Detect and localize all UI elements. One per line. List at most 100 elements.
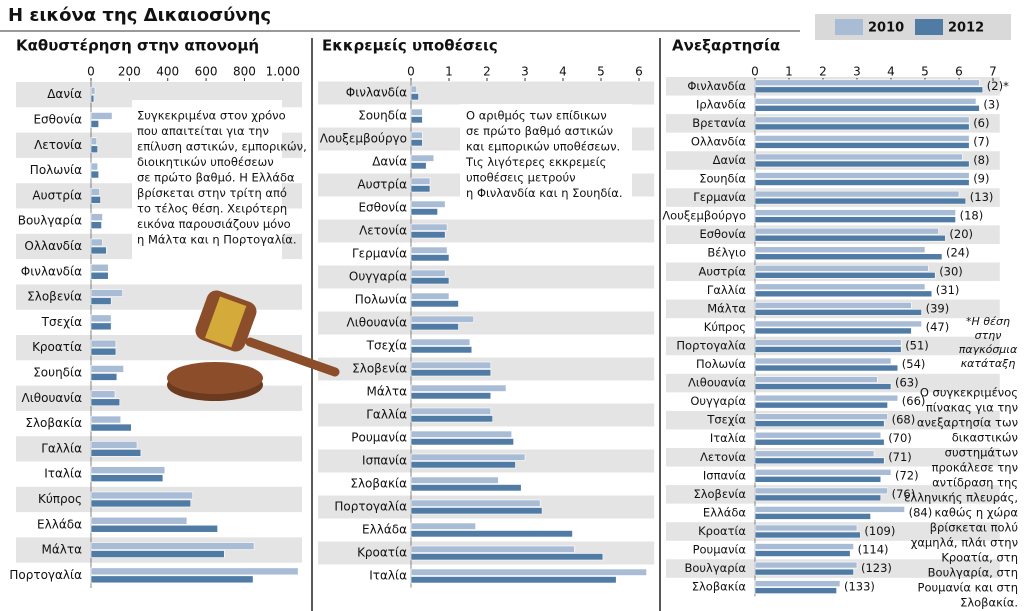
bar — [90, 263, 109, 272]
x-tick-label: 0 — [751, 65, 759, 79]
note-line: το τέλος θέση. Χειρότερη — [137, 202, 287, 216]
footnote-line: παγκόσμια — [959, 343, 1018, 356]
category-label: Εσθονία — [33, 112, 82, 126]
category-label: Εσθονία — [358, 201, 407, 215]
category-label: Ιρλανδία — [696, 97, 746, 111]
bar — [410, 384, 507, 392]
category-label: Πορτογαλία — [9, 568, 82, 582]
row-band — [318, 403, 655, 427]
note-line: ελληνικής πλευράς, — [904, 491, 1018, 505]
category-label: Ρουμανία — [693, 543, 747, 557]
note-line: διοικητικών υποθέσεων — [137, 155, 274, 169]
bar — [410, 369, 492, 377]
note-line: η Μάλτα και η Πορτογαλία. — [137, 233, 297, 247]
bar — [754, 172, 970, 179]
category-label: Πολωνία — [696, 357, 746, 371]
category-label: Λετονία — [700, 450, 746, 464]
bar — [754, 116, 970, 124]
category-label: Βουλγαρία — [684, 561, 746, 575]
note-box — [460, 104, 632, 204]
bar — [410, 300, 459, 308]
category-label: Γαλλία — [707, 283, 746, 297]
bar — [754, 364, 899, 372]
bar — [90, 112, 113, 120]
note-line: προκάλεσε την — [932, 461, 1018, 475]
bar — [90, 314, 112, 323]
category-label: Ισπανία — [703, 468, 746, 482]
bar — [410, 438, 514, 446]
category-label: Λιθουανία — [22, 391, 83, 405]
legend-swatch — [835, 19, 863, 35]
bar — [90, 423, 132, 432]
bar — [90, 94, 95, 103]
bar — [90, 466, 166, 474]
rank-label: (114) — [858, 543, 889, 557]
note-line: που απαιτείται για την — [137, 124, 269, 138]
row-band — [318, 449, 655, 473]
row-band — [318, 81, 655, 105]
bar — [754, 179, 970, 186]
bar — [754, 160, 970, 168]
note-line: η Φινλανδία και η Σουηδία. — [466, 186, 623, 200]
note-box — [132, 100, 282, 260]
bar — [90, 390, 116, 399]
rank-label: (51) — [905, 338, 929, 352]
bar — [410, 476, 499, 484]
rank-label: (72) — [895, 468, 919, 482]
bar — [754, 271, 936, 279]
row-band — [666, 559, 1000, 578]
category-label: Γερμανία — [352, 247, 407, 261]
rank-label: (30) — [939, 264, 963, 278]
bar — [754, 135, 970, 142]
bar — [410, 346, 473, 354]
bar — [754, 376, 878, 383]
x-tick-label: 2 — [483, 65, 491, 79]
bar — [754, 568, 854, 576]
row-band — [16, 537, 302, 563]
bar — [754, 216, 956, 223]
rank-label: (24) — [946, 246, 970, 260]
category-label: Ελλάδα — [703, 505, 746, 519]
x-tick-label: 5 — [597, 65, 605, 79]
bar — [410, 139, 423, 147]
bar — [410, 361, 492, 369]
category-label: Κύπρος — [38, 492, 82, 506]
rank-label: (13) — [970, 190, 994, 204]
bar — [410, 553, 604, 561]
bar — [754, 561, 858, 569]
bar — [410, 292, 450, 300]
category-label: Αυστρία — [32, 188, 82, 202]
legend-label: 2012 — [948, 21, 984, 36]
category-label: Κροατία — [357, 546, 407, 560]
note-line: ανεξαρτησία των — [917, 416, 1018, 430]
bar — [90, 271, 109, 280]
category-label: Φινλανδία — [687, 79, 746, 93]
bar — [410, 254, 450, 262]
bar — [410, 154, 435, 162]
note-line: αντίδραση της — [932, 476, 1018, 490]
rank-label: (6) — [973, 116, 989, 130]
x-tick-label: 2 — [819, 65, 827, 79]
category-label: Βουλγαρία — [18, 214, 82, 228]
category-label: Σουηδία — [699, 172, 746, 186]
category-label: Αυστρία — [357, 178, 407, 192]
category-label: Γαλλία — [41, 441, 82, 455]
note-line: και εμπορικών υποθέσεων. — [466, 140, 620, 154]
note-line: καθώς η χώρα — [934, 506, 1018, 520]
bar — [754, 142, 970, 149]
x-tick-label: 400 — [156, 65, 179, 79]
category-label: Μάλτα — [42, 543, 83, 557]
note-line: Βουλγαρία, στη — [928, 566, 1018, 580]
category-label: Δανία — [713, 153, 747, 167]
bar — [90, 575, 254, 584]
category-label: Πολωνία — [30, 163, 82, 177]
bar — [410, 415, 493, 423]
bar — [90, 415, 122, 424]
rank-label: (71) — [888, 450, 912, 464]
legend-swatch — [915, 19, 943, 35]
bar — [410, 392, 492, 400]
category-label: Σλοβενία — [693, 487, 746, 501]
note-line: υποθέσεις μετρούν — [466, 171, 576, 185]
bar — [410, 315, 475, 323]
rank-label: (123) — [861, 561, 892, 575]
